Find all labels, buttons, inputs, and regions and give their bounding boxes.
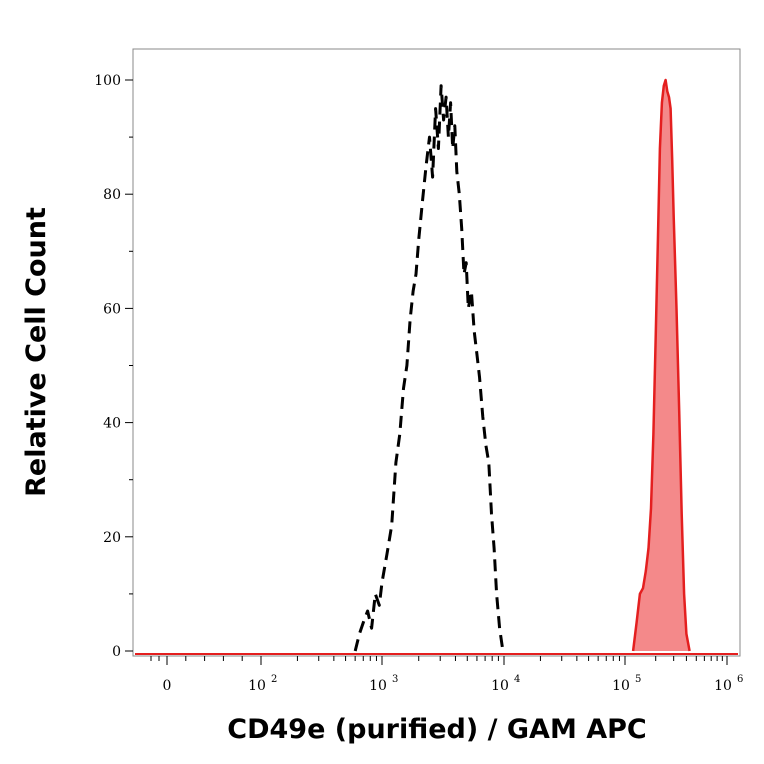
x-tick-label-100000: 10 (612, 678, 630, 694)
x-tick-exponent-100: 2 (271, 674, 277, 685)
x-tick-exponent-10000: 4 (514, 674, 520, 685)
y-tick-label-80: 80 (103, 187, 121, 203)
histogram-marks (135, 78, 738, 655)
x-tick-exponent-100000: 5 (635, 674, 641, 685)
series-2-line (631, 78, 691, 652)
y-tick-label-40: 40 (103, 416, 121, 432)
y-axis: 0 20 40 60 80 100 (94, 73, 133, 660)
x-tick-exponent-1000: 3 (392, 674, 398, 685)
x-tick-label-10000: 10 (491, 678, 509, 694)
x-axis-title: CD49e (purified) / GAM APC (227, 714, 646, 745)
x-tick-label-1000: 10 (369, 678, 387, 694)
plot-frame (132, 48, 741, 657)
y-tick-label-0: 0 (112, 644, 121, 660)
series-2-fill (633, 80, 690, 651)
series-1-line (353, 84, 505, 652)
x-tick-label-0: 0 (163, 678, 172, 694)
y-tick-label-20: 20 (103, 530, 121, 546)
y-tick-label-100: 100 (94, 73, 121, 89)
x-tick-label-1000000: 10 (714, 678, 732, 694)
x-axis: 0 10 2 10 3 10 4 10 5 10 6 (150, 656, 743, 694)
x-tick-label-100: 10 (248, 678, 266, 694)
x-tick-exponent-1000000: 6 (737, 674, 743, 685)
y-axis-title: Relative Cell Count (21, 207, 52, 497)
y-tick-label-60: 60 (103, 301, 121, 317)
